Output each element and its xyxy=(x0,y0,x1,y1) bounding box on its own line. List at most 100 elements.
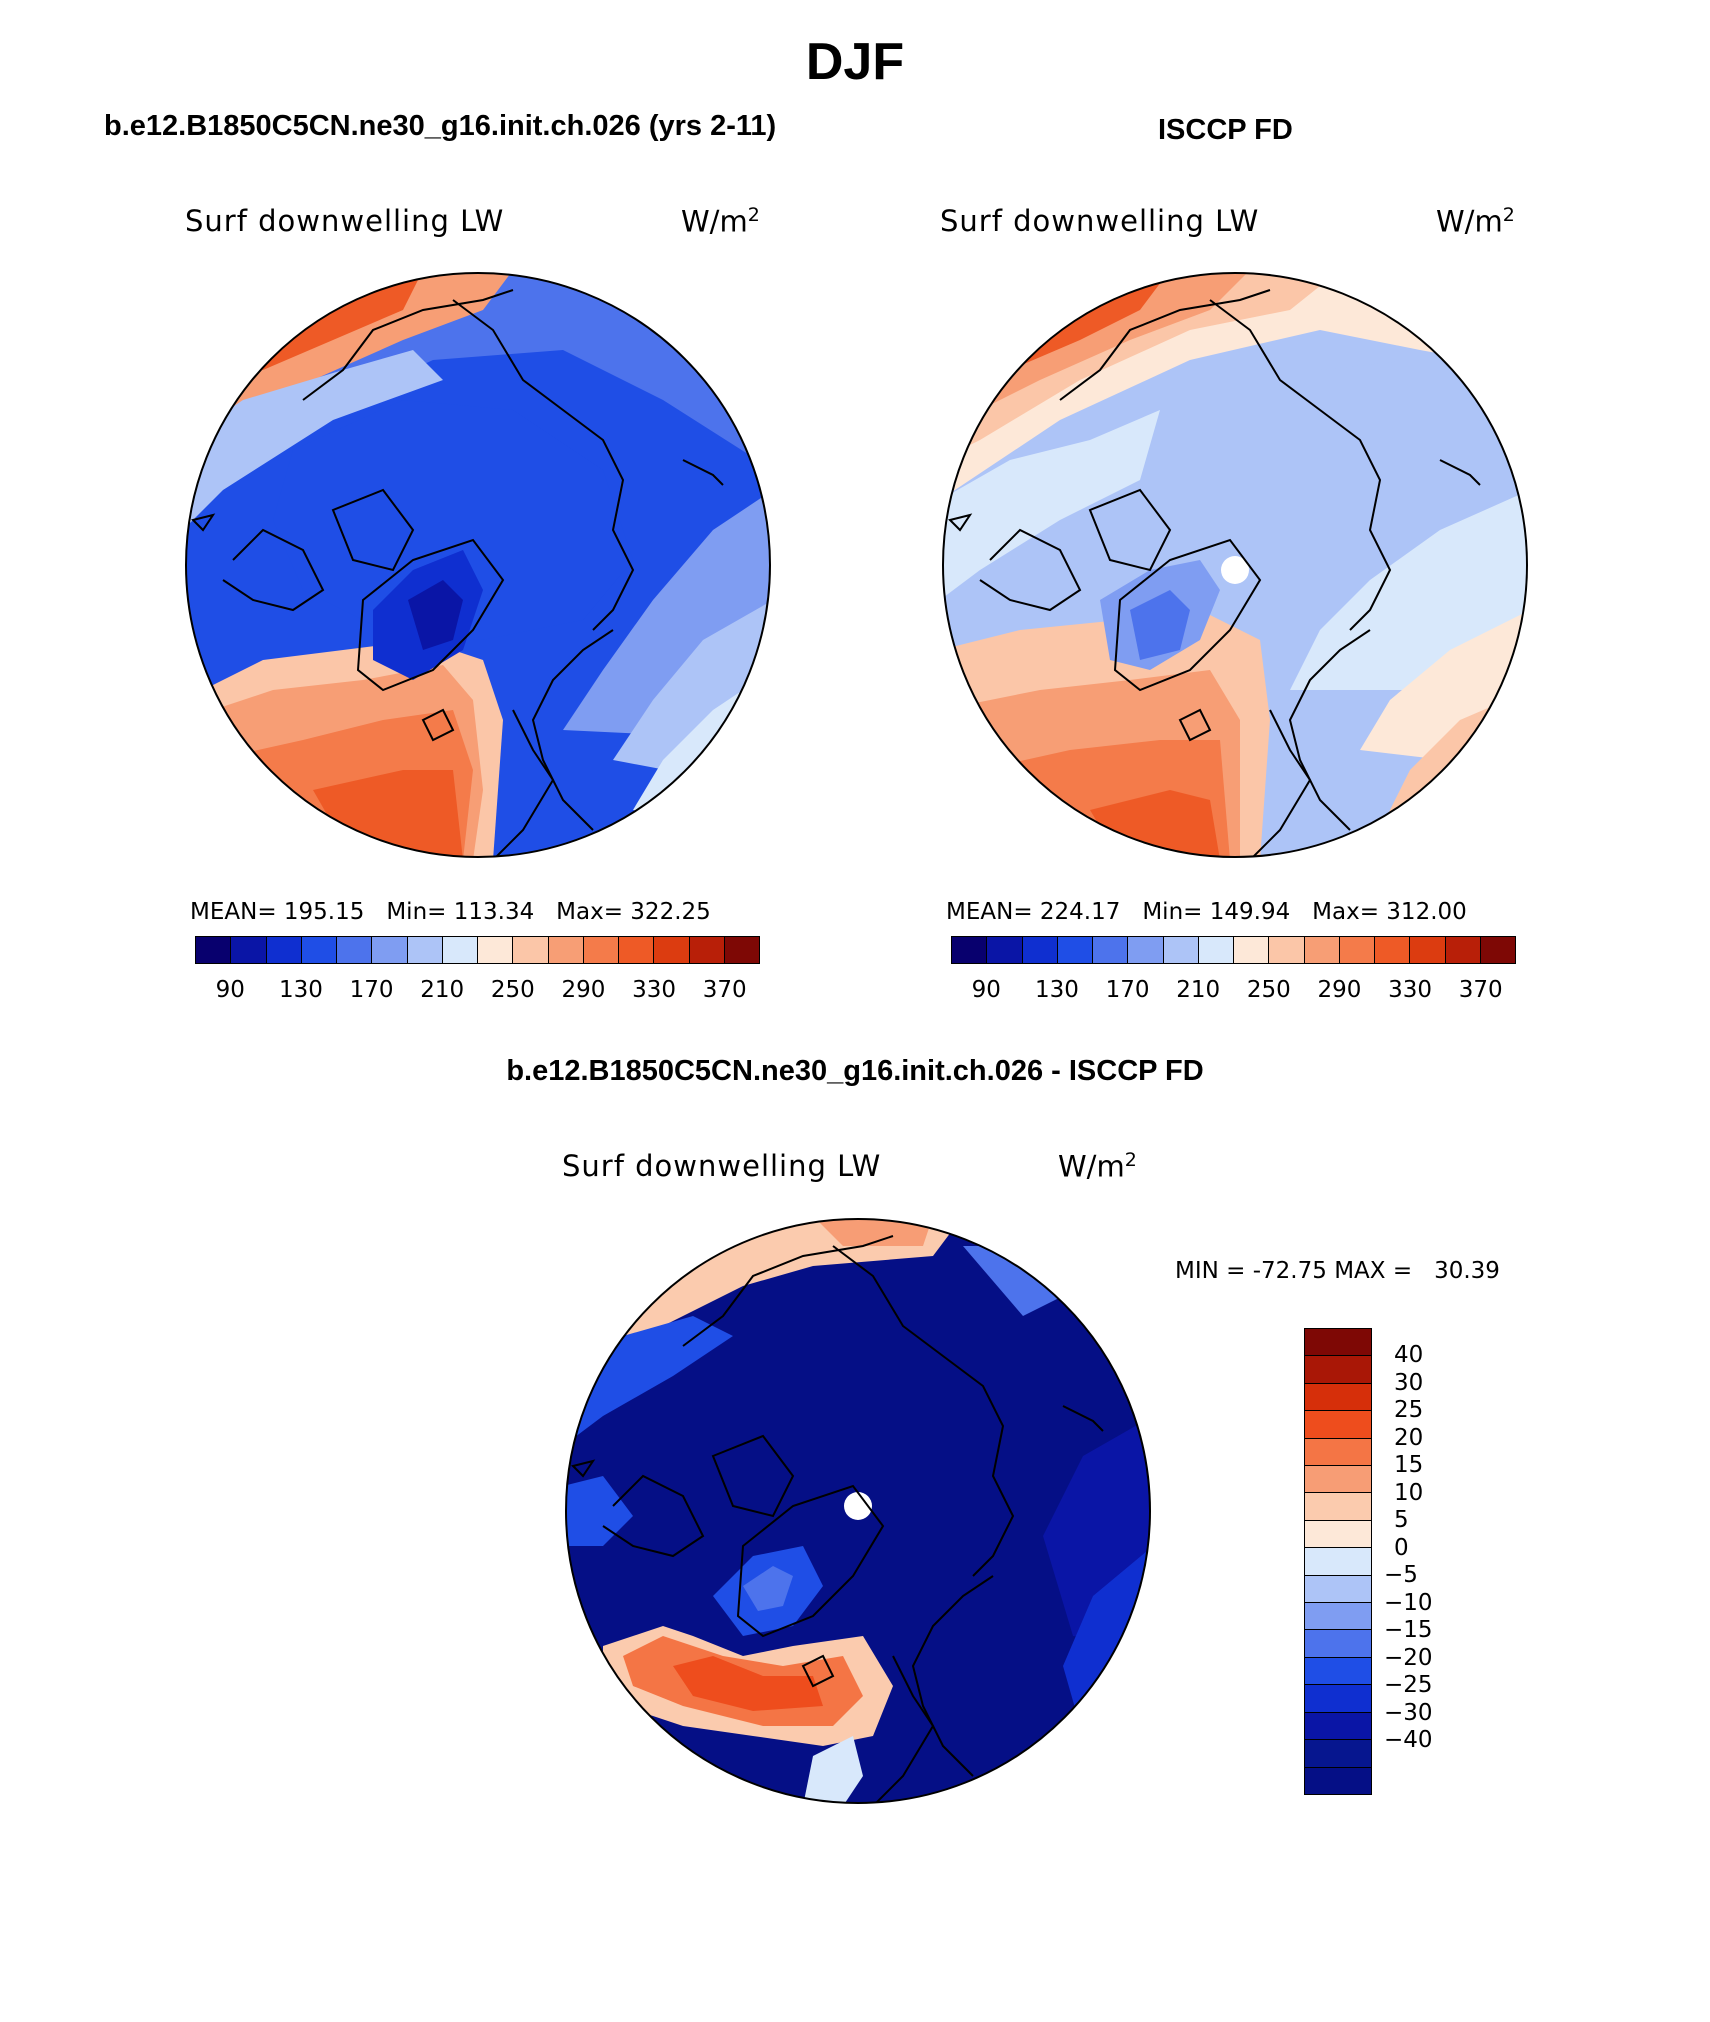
colorbar-tick-label: 25 xyxy=(1394,1397,1424,1424)
colorbar-tick-label: 170 xyxy=(349,977,394,1003)
colorbar-swatch xyxy=(1128,937,1164,963)
map-boundary xyxy=(565,1218,1151,1804)
coastline xyxy=(682,1235,894,1347)
colorbar-swatch xyxy=(1305,1657,1371,1686)
units-exponent: 2 xyxy=(1502,204,1515,226)
coastline xyxy=(711,1434,795,1518)
colorbar-swatch xyxy=(952,937,988,963)
region-atlantic-hot xyxy=(673,1656,823,1711)
region-greenland-colder xyxy=(1130,590,1190,660)
max-label: MAX = xyxy=(1334,1258,1413,1284)
coastline xyxy=(571,1459,596,1478)
coastline xyxy=(492,709,555,857)
colorbar-tick-label: −25 xyxy=(1384,1672,1433,1699)
colorbar-tick-label: 210 xyxy=(420,977,465,1003)
colorbar-swatch xyxy=(1305,1575,1371,1604)
max-value: 312.00 xyxy=(1386,899,1467,925)
obs-units-label: W/m2 xyxy=(1436,204,1515,239)
figure-title: DJF xyxy=(805,33,905,91)
colorbar-swatch xyxy=(1339,937,1375,963)
colorbar-swatch xyxy=(583,937,619,963)
colorbar-tick-label: 250 xyxy=(490,977,535,1003)
coastline xyxy=(421,708,455,742)
colorbar-swatch xyxy=(196,937,232,963)
colorbar-tick-label: −40 xyxy=(1384,1727,1433,1754)
mean-label: MEAN= xyxy=(190,899,277,925)
colorbar-swatch xyxy=(1305,1603,1371,1631)
coastline xyxy=(1059,289,1271,401)
diff-stats: MIN = -72.75 MAX = 30.39 xyxy=(1175,1258,1500,1284)
colorbar-swatch xyxy=(987,937,1023,963)
colorbar-swatch xyxy=(548,937,584,963)
coastline xyxy=(1088,488,1172,572)
coastline xyxy=(1209,299,1392,631)
colorbar-tick-label: 10 xyxy=(1394,1479,1424,1506)
units-text: W/m xyxy=(681,204,748,239)
model-stats: MEAN= 195.15 Min= 113.34 Max= 322.25 xyxy=(190,899,711,925)
colorbar-swatch xyxy=(1305,1712,1371,1741)
coastline xyxy=(302,289,514,401)
coastline xyxy=(1288,629,1371,831)
model-polar-map xyxy=(185,272,771,858)
coastline xyxy=(682,459,724,486)
colorbar-tick-label: 330 xyxy=(632,977,677,1003)
region-arctic-core xyxy=(273,400,633,640)
colorbar-tick-label: 0 xyxy=(1394,1534,1409,1561)
colorbar-swatch xyxy=(724,937,759,963)
coastline xyxy=(948,513,973,532)
obs-colorbar-ticks: 90 130 170 210 250 290 330 370 xyxy=(951,977,1516,1005)
units-text: W/m xyxy=(1436,204,1503,239)
diff-units-label: W/m2 xyxy=(1058,1149,1137,1184)
colorbar-swatch xyxy=(1305,1767,1371,1794)
min-label: Min= xyxy=(386,899,447,925)
coastline xyxy=(736,1484,885,1638)
model-units-label: W/m2 xyxy=(681,204,760,239)
missing-data-pole xyxy=(1221,556,1249,584)
diff-variable-label: Surf downwelling LW xyxy=(562,1149,882,1183)
colorbar-swatch xyxy=(689,937,725,963)
diff-colorbar-ticks: 40 30 25 20 15 10 5 0 −5 −10 −15 −20 −25 −30 −40 xyxy=(1384,1328,1464,1795)
colorbar-swatch xyxy=(1234,937,1270,963)
colorbar-tick-label: 40 xyxy=(1394,1342,1424,1369)
colorbar-swatch xyxy=(1305,1356,1371,1384)
colorbar-tick-label: 250 xyxy=(1246,977,1291,1003)
colorbar-swatch xyxy=(1163,937,1199,963)
colorbar-tick-label: 90 xyxy=(215,977,245,1003)
min-label: MIN = xyxy=(1175,1258,1246,1284)
colorbar-swatch xyxy=(1305,1383,1371,1412)
coastline xyxy=(602,1474,705,1558)
coastline xyxy=(979,528,1082,612)
colorbar-tick-label: 30 xyxy=(1394,1369,1424,1396)
colorbar-tick-label: 370 xyxy=(1458,977,1503,1003)
colorbar-swatch xyxy=(619,937,655,963)
colorbar-swatch xyxy=(1375,937,1411,963)
missing-data-pole xyxy=(844,1492,872,1520)
min-label: Min= xyxy=(1142,899,1203,925)
colorbar-swatch xyxy=(1057,937,1093,963)
colorbar-swatch xyxy=(1480,937,1515,963)
colorbar-swatch xyxy=(1305,1740,1371,1768)
coastline xyxy=(331,488,415,572)
mean-value: 195.15 xyxy=(283,899,365,925)
model-panel-header: b.e12.B1850C5CN.ne30_g16.init.ch.026 (yr… xyxy=(104,110,777,142)
mean-label: MEAN= xyxy=(946,899,1033,925)
units-exponent: 2 xyxy=(1124,1149,1137,1171)
colorbar-swatch xyxy=(1305,1493,1371,1521)
colorbar-swatch xyxy=(478,937,514,963)
colorbar-swatch xyxy=(1305,1411,1371,1439)
colorbar-swatch xyxy=(1022,937,1058,963)
min-value: 113.34 xyxy=(453,899,535,925)
units-exponent: 2 xyxy=(747,204,760,226)
colorbar-swatch xyxy=(1445,937,1481,963)
colorbar-tick-label: 20 xyxy=(1394,1424,1424,1451)
diff-polar-map xyxy=(565,1218,1151,1804)
coastline xyxy=(531,629,614,831)
max-label: Max= xyxy=(1312,899,1379,925)
colorbar-swatch xyxy=(1305,1685,1371,1713)
colorbar-swatch xyxy=(442,937,478,963)
colorbar-swatch xyxy=(1305,1329,1371,1357)
colorbar-tick-label: 290 xyxy=(561,977,606,1003)
model-colorbar-ticks: 90 130 170 210 250 290 330 370 xyxy=(195,977,760,1005)
colorbar-tick-label: 15 xyxy=(1394,1452,1424,1479)
units-text: W/m xyxy=(1058,1149,1125,1184)
